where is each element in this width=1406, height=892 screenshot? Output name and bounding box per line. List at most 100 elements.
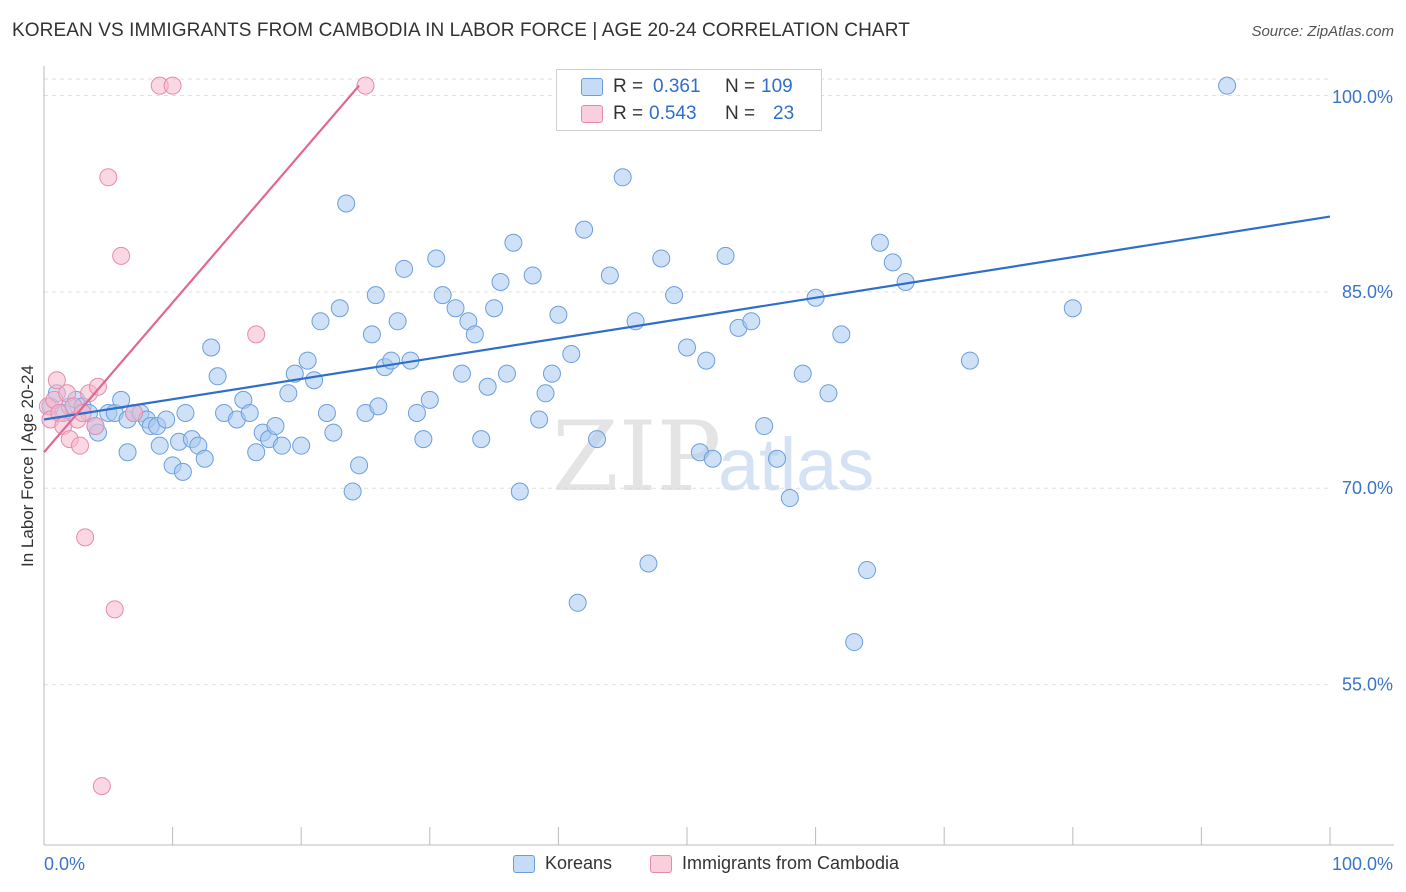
series-legend: Koreans Immigrants from Cambodia [0,850,1406,880]
stats-row-koreans: R = 0.361 N = 109 [581,74,793,100]
point-cambodia [89,377,108,396]
point-korean [395,259,414,278]
point-korean [292,436,311,455]
point-korean [678,338,696,357]
y-tick-label: 100.0% [1332,87,1393,107]
n-value: 23 [773,103,795,124]
point-korean [665,286,684,305]
point-korean [549,305,568,324]
point-korean [285,364,304,383]
legend-item-koreans[interactable]: Koreans [513,853,612,874]
point-korean [542,364,561,383]
point-korean [311,312,330,331]
r-label: R = [613,76,644,97]
point-korean [697,351,716,370]
point-korean [350,456,369,475]
point-korean [420,390,439,409]
x-tick-label: 100.0% [1332,854,1393,874]
point-korean [472,430,491,449]
n-label: N = [725,76,756,97]
grid-lines [44,78,1330,686]
point-korean [716,246,735,265]
legend-item-cambodia[interactable]: Immigrants from Cambodia [650,853,899,874]
trend-line-koreans [43,215,1331,421]
point-korean [768,449,787,468]
point-korean [173,462,192,481]
point-korean [118,443,137,462]
point-korean [1063,299,1082,318]
point-korean [600,266,619,285]
point-korean [266,417,285,436]
point-korean [208,367,227,386]
stats-legend: R = 0.361 N = 109 R = 0.543 N = 23 [556,69,822,131]
point-korean [195,449,214,468]
point-korean [240,403,259,422]
point-korean [433,286,452,305]
r-label: R = [613,103,644,124]
point-korean [562,345,581,364]
point-cambodia [99,168,118,187]
point-korean [870,233,889,252]
point-korean [568,593,587,612]
r-value: 0.543 [649,103,697,124]
cambodia-swatch [581,105,603,123]
point-korean [427,249,446,268]
point-korean [272,436,291,455]
point-korean [446,299,465,318]
point-cambodia [247,325,266,344]
n-label: N = [725,103,756,124]
tick-labels: 100.0% 85.0% 70.0% 55.0% 0.0% 100.0% [44,87,1393,874]
point-korean [510,482,529,501]
point-korean [247,443,266,462]
trend-lines [43,84,1331,453]
y-tick-label: 85.0% [1342,282,1393,302]
point-korean [362,325,381,344]
point-korean [465,325,484,344]
point-korean [845,633,864,652]
stats-row-cambodia: R = 0.543 N = 23 [581,101,794,127]
point-korean [832,325,851,344]
koreans-legend-swatch [513,854,535,873]
point-korean [369,397,388,416]
axes [43,66,1394,846]
chart-title: KOREAN VS IMMIGRANTS FROM CAMBODIA IN LA… [12,20,910,41]
point-korean [1218,76,1237,95]
point-korean [536,384,555,403]
point-korean [639,554,658,573]
point-korean [176,403,195,422]
n-value: 109 [761,76,793,97]
point-korean [298,351,317,370]
point-korean [330,299,349,318]
point-korean [491,273,510,292]
chart-source: Source: ZipAtlas.com [1251,23,1394,40]
point-korean [157,410,176,429]
point-korean [742,312,761,331]
data-points [38,76,1237,796]
y-tick-label: 55.0% [1342,675,1393,695]
koreans-swatch [581,78,603,96]
y-tick-label: 70.0% [1342,478,1393,498]
point-korean [575,220,594,239]
point-korean [504,233,523,252]
point-korean [819,384,838,403]
point-korean [755,417,774,436]
point-korean [858,561,877,580]
point-korean [279,384,298,403]
cambodia-legend-swatch [650,854,672,873]
point-korean [613,168,632,187]
point-korean [652,249,671,268]
point-korean [530,410,549,429]
point-korean [452,364,471,383]
point-korean [305,371,324,390]
x-tick-label: 0.0% [44,854,85,874]
r-value: 0.361 [653,76,701,97]
point-korean [587,430,606,449]
point-korean [703,449,722,468]
point-korean [960,351,979,370]
point-cambodia [76,528,95,547]
point-korean [324,423,343,442]
point-cambodia [86,417,105,436]
point-korean [150,436,169,455]
point-korean [485,299,504,318]
point-korean [523,266,542,285]
